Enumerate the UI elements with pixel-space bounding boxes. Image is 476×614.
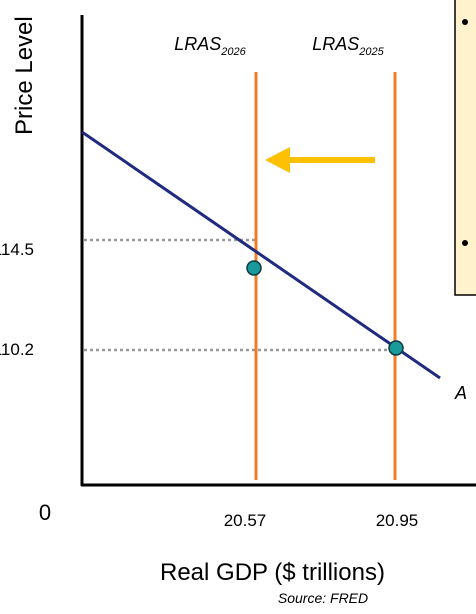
curve-label-sub: 2026 [220, 46, 246, 58]
arrow-head [265, 147, 290, 173]
curve-label-sub: 2025 [358, 46, 384, 58]
equilibrium-point [246, 260, 262, 276]
y-axis-label: Price Level [11, 16, 38, 135]
curve-label: A [454, 383, 467, 403]
curve-label-main: LRAS [312, 34, 359, 54]
y-tick-label: 114.5 [0, 240, 34, 259]
x-tick-label: 20.95 [376, 511, 419, 530]
note-box [454, 0, 476, 296]
bullet [462, 240, 468, 246]
ad-curve [81, 130, 441, 380]
origin-label: 0 [39, 500, 51, 525]
x-axis-label: Real GDP ($ trillions) [160, 559, 385, 586]
bullet [462, 19, 468, 25]
equilibrium-point [388, 340, 404, 356]
curve-label-main: LRAS [174, 34, 221, 54]
x-tick-label: 20.57 [224, 511, 267, 530]
curve-label: LRAS2026 [174, 34, 246, 58]
y-tick-label: 110.2 [0, 340, 34, 359]
source-note: Source: FRED [278, 590, 368, 606]
curve-label: LRAS2025 [312, 34, 384, 58]
